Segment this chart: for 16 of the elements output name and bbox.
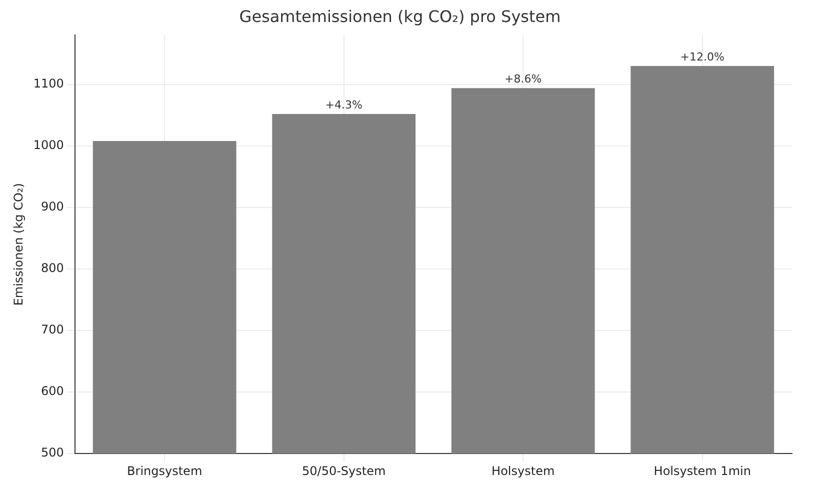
- y-tick-label: 1000: [33, 138, 64, 152]
- y-tick-label: 500: [41, 446, 64, 460]
- y-tick-label: 900: [41, 200, 64, 214]
- annotation: +4.3%: [325, 98, 362, 112]
- x-tick-label: 50/50-System: [302, 464, 386, 478]
- y-axis-title: Emissionen (kg CO₂): [11, 183, 26, 306]
- y-tick-label: 800: [41, 261, 64, 276]
- y-tick-label: 600: [41, 384, 64, 398]
- x-tick-label: Bringsystem: [127, 464, 202, 478]
- y-tick-label: 700: [41, 322, 64, 337]
- y-tick-label: 1100: [33, 76, 64, 91]
- annotation: +8.6%: [504, 72, 542, 86]
- chart-title: Gesamtemissionen (kg CO₂) pro System: [239, 6, 561, 26]
- x-tick-label: Holsystem: [492, 464, 555, 478]
- x-tick-label: Holsystem 1min: [654, 464, 751, 478]
- annotation: +12.0%: [680, 50, 724, 64]
